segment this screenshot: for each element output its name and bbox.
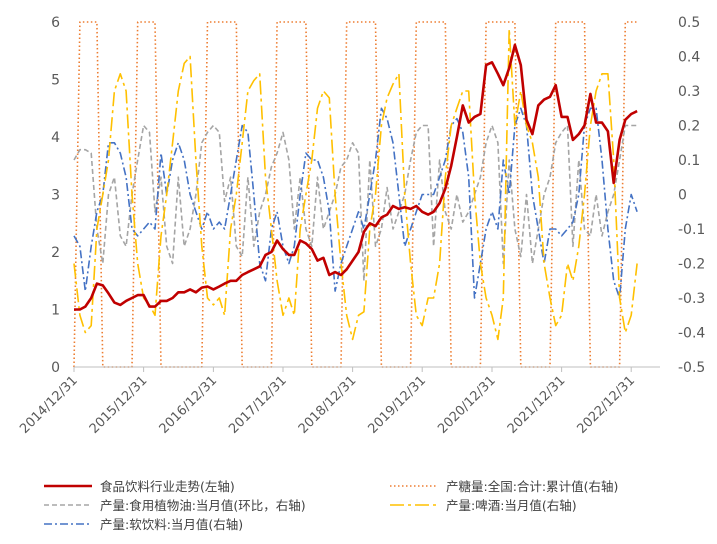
left-axis-tick-label: 5 [51,73,60,89]
left-axis-tick-label: 2 [51,245,60,261]
right-axis-tick-label: 0.3 [678,84,700,100]
x-axis-tick-label: 2015/12/31 [87,373,151,437]
x-axis-tick-label: 2017/12/31 [226,373,290,437]
legend-label: 食品饮料行业走势(左轴) [100,479,235,494]
right-axis-tick-label: -0.4 [678,326,705,342]
series-4-line [73,28,638,341]
series-layer [73,21,638,368]
x-axis-tick-label: 2014/12/31 [17,373,81,437]
legend-item-series-4: 产量:啤酒:当月值(右轴) [390,498,577,513]
right-axis-tick-label: 0 [678,188,687,204]
left-axis-tick-label: 4 [51,130,60,146]
series-3-line [73,124,638,282]
left-axis-tick-label: 3 [51,188,60,204]
legend-item-series-1: 食品饮料行业走势(左轴) [44,479,235,494]
right-axis-tick-label: 0.2 [678,119,700,135]
x-axis-tick-label: 2020/12/31 [435,373,499,437]
x-axis-tick-label: 2022/12/31 [574,373,638,437]
legend-label: 产糖量:全国:合计:累计值(右轴) [446,479,618,494]
legend-item-series-3: 产量:食用植物油:当月值(环比，右轴) [44,498,306,513]
right-axis-tick-label: -0.2 [678,257,705,273]
axis-layer: 0 1 2 3 4 5 6 -0.5 -0.4 -0.3 -0.2 -0.1 0 0.1 0.2 0.3 0.4… [17,15,705,437]
legend: 食品饮料行业走势(左轴) 产糖量:全国:合计:累计值(右轴) 产量:食用植物油:当月… [44,479,618,532]
right-axis-tick-label: 0.5 [678,15,700,31]
right-axis-tick-label: 0.1 [678,153,700,169]
right-axis-tick-label: -0.5 [678,360,705,376]
x-axis-tick-label: 2019/12/31 [365,373,429,437]
left-axis-tick-label: 0 [51,360,60,376]
legend-label: 产量:食用植物油:当月值(环比，右轴) [100,498,306,513]
left-axis-tick-label: 1 [51,303,60,319]
legend-item-series-2: 产糖量:全国:合计:累计值(右轴) [390,479,618,494]
right-axis-tick-label: -0.1 [678,222,705,238]
legend-label: 产量:啤酒:当月值(右轴) [446,498,577,513]
right-axis-tick-label: 0.4 [678,50,700,66]
legend-label: 产量:软饮料:当月值(右轴) [100,517,243,532]
series-1-line [74,43,638,311]
left-axis-tick-label: 6 [51,15,60,31]
legend-item-series-5: 产量:软饮料:当月值(右轴) [44,517,243,532]
x-axis-tick-label: 2018/12/31 [296,373,360,437]
x-axis-tick-label: 2016/12/31 [157,373,221,437]
x-axis-tick-label: 2021/12/31 [505,373,569,437]
right-axis-tick-label: -0.3 [678,291,705,307]
